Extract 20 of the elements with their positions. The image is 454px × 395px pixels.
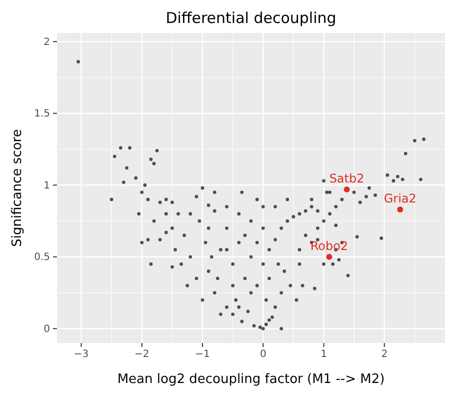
y-tick-label: 0 [44,324,50,335]
x-tick-label: 1 [320,349,327,360]
x-tick-label: 2 [381,349,388,360]
y-tick-label: 1.5 [34,108,50,120]
x-tick-label: −2 [134,349,150,360]
y-tick-label: 1 [44,180,50,192]
x-tick-label: 0 [260,349,266,360]
x-tick-label: −3 [74,349,89,360]
x-tick-label: −1 [195,349,210,360]
y-tick-label: 2 [44,36,50,48]
annotation: Gria2 [384,192,416,206]
annotation: Satb2 [329,171,364,186]
point [397,206,404,213]
x-axis-title: Mean log2 decoupling factor (M1 --> M2) [117,372,385,387]
point [344,186,350,192]
y-tick-label: 0.5 [34,252,50,264]
point [326,254,332,260]
y-axis-title: Significance score [10,129,25,247]
annotation: Robo2 [310,238,348,253]
chart-title: Differential decoupling [166,9,336,27]
